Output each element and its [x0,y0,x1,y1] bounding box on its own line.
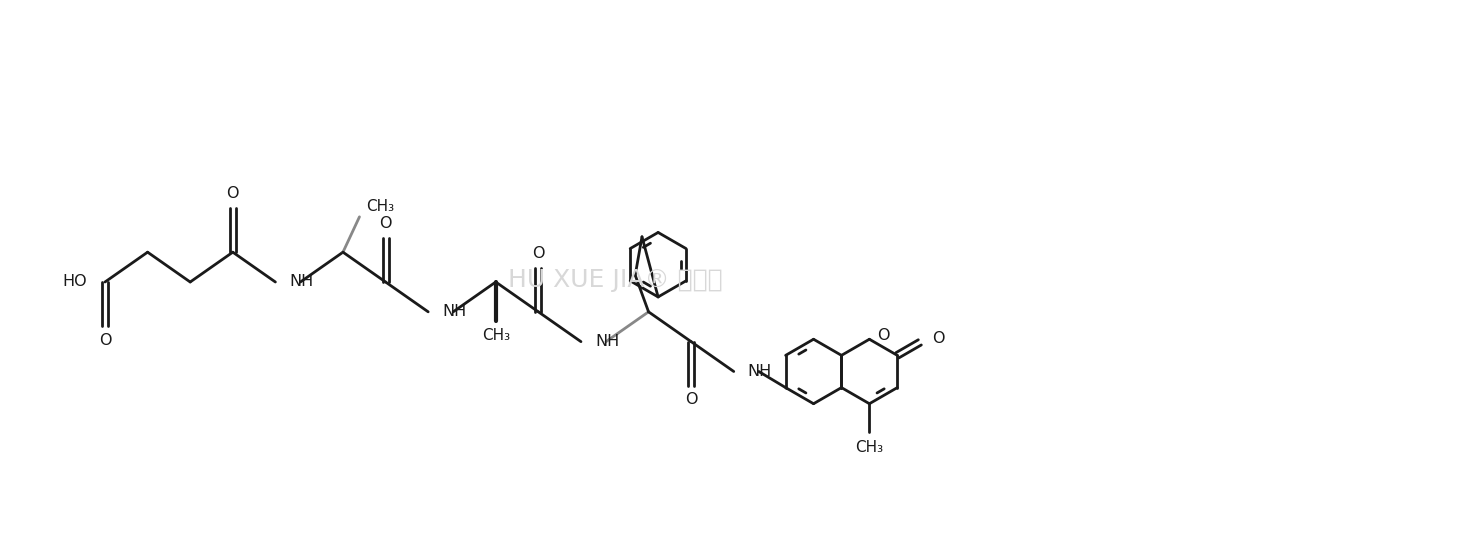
Text: HO: HO [63,274,86,290]
Text: O: O [532,246,545,261]
Text: NH: NH [595,334,620,349]
Text: O: O [878,328,889,343]
Text: HU XUE JIA® 化学加: HU XUE JIA® 化学加 [508,268,722,292]
Text: O: O [932,331,945,346]
Text: O: O [686,393,697,407]
Text: CH₃: CH₃ [366,199,394,214]
Text: NH: NH [747,364,772,379]
Text: CH₃: CH₃ [856,440,883,455]
Text: NH: NH [442,304,466,319]
Text: CH₃: CH₃ [482,329,510,343]
Text: O: O [227,186,239,202]
Text: NH: NH [290,274,314,290]
Text: O: O [98,333,111,348]
Text: O: O [379,216,391,231]
